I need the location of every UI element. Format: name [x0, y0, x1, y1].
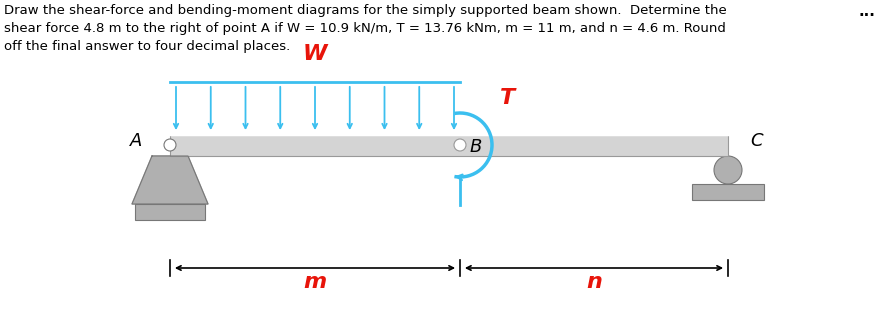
Bar: [692, 184, 764, 200]
Text: Draw the shear-force and bending-moment diagrams for the simply supported beam s: Draw the shear-force and bending-moment …: [4, 4, 727, 17]
Bar: [135, 204, 205, 220]
Polygon shape: [132, 156, 208, 204]
Circle shape: [164, 139, 176, 151]
Text: B: B: [470, 138, 482, 156]
Text: m: m: [303, 272, 326, 292]
Text: off the final answer to four decimal places.: off the final answer to four decimal pla…: [4, 40, 290, 53]
Text: A: A: [130, 132, 142, 150]
Text: shear force 4.8 m to the right of point A if W = 10.9 kN/m, T = 13.76 kNm, m = 1: shear force 4.8 m to the right of point …: [4, 22, 726, 35]
Bar: [170, 134, 728, 156]
Text: T: T: [500, 88, 515, 108]
Circle shape: [454, 139, 466, 151]
Text: C: C: [750, 132, 763, 150]
Text: W: W: [303, 44, 327, 64]
Circle shape: [714, 156, 742, 184]
Text: n: n: [586, 272, 602, 292]
Text: ...: ...: [858, 4, 875, 19]
